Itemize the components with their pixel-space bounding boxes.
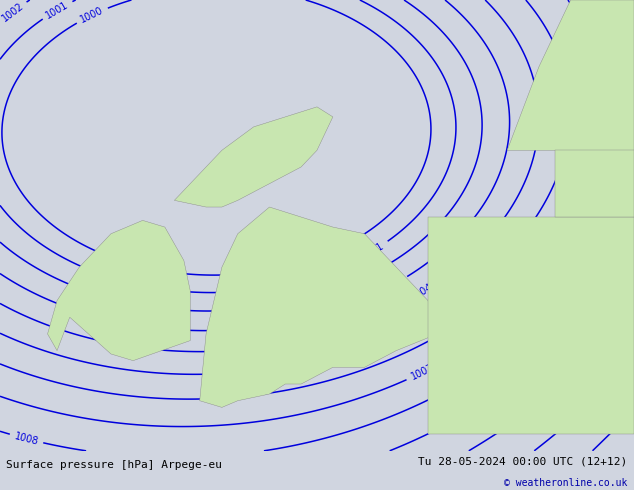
Text: 1011: 1011 (611, 361, 634, 386)
Text: 1008: 1008 (533, 312, 557, 336)
Text: Tu 28-05-2024 00:00 UTC (12+12): Tu 28-05-2024 00:00 UTC (12+12) (418, 457, 628, 467)
Text: 1002: 1002 (74, 282, 100, 300)
Text: 1006: 1006 (471, 294, 496, 318)
Polygon shape (174, 107, 333, 207)
Text: 1007: 1007 (409, 363, 436, 382)
Text: 1012: 1012 (611, 408, 634, 433)
Polygon shape (428, 217, 634, 434)
Text: 1009: 1009 (569, 317, 594, 341)
Text: 1005: 1005 (381, 322, 408, 342)
Polygon shape (200, 207, 437, 407)
Text: 1002: 1002 (0, 0, 25, 24)
Text: 1004: 1004 (409, 282, 435, 303)
Text: 1003: 1003 (379, 275, 405, 295)
Text: Surface pressure [hPa] Arpege-eu: Surface pressure [hPa] Arpege-eu (6, 460, 223, 469)
Polygon shape (48, 220, 190, 361)
Text: 1001: 1001 (360, 240, 386, 261)
Polygon shape (507, 0, 634, 150)
Text: 1010: 1010 (611, 318, 634, 342)
Text: 1001: 1001 (44, 0, 70, 20)
Text: © weatheronline.co.uk: © weatheronline.co.uk (504, 478, 628, 488)
Text: 1008: 1008 (13, 431, 39, 446)
Polygon shape (555, 150, 634, 217)
Text: 1000: 1000 (79, 5, 105, 25)
Text: 1007: 1007 (609, 0, 629, 25)
